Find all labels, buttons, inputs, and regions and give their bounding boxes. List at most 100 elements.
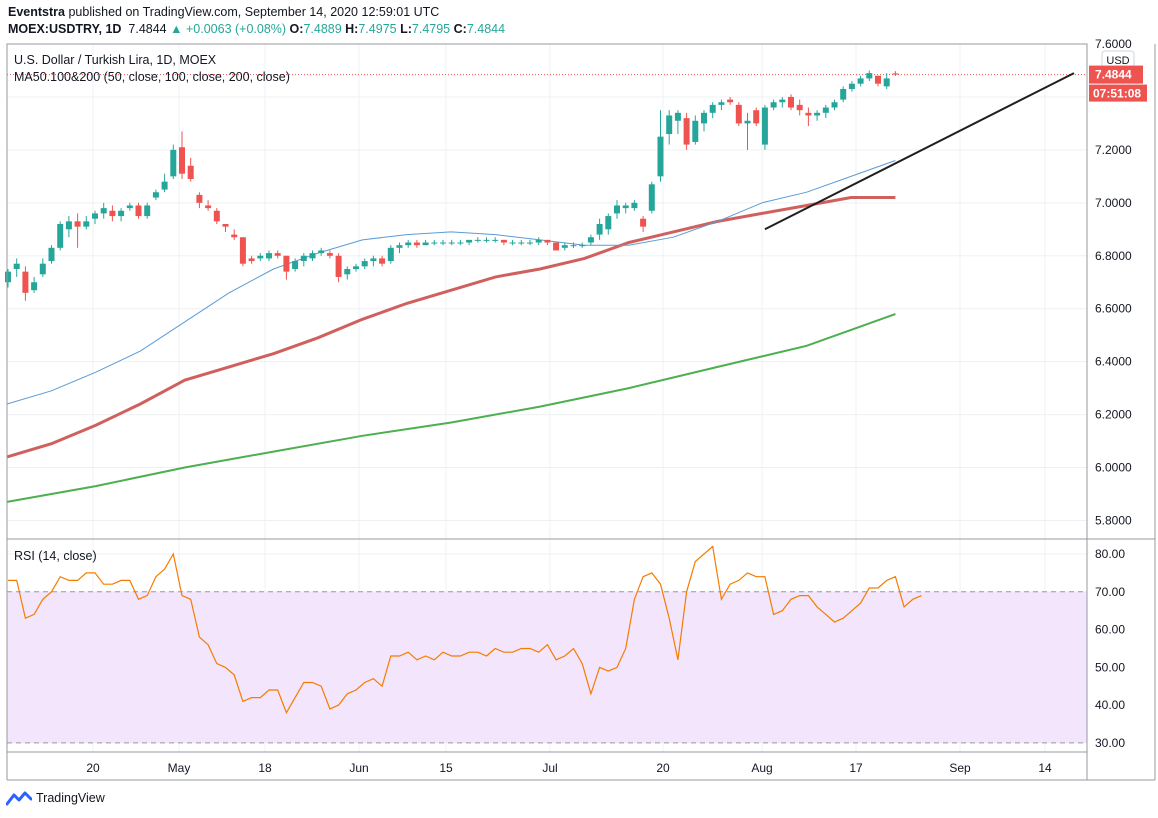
trendline xyxy=(764,72,1075,231)
candle-body xyxy=(796,104,803,111)
close-label: C: xyxy=(453,22,467,36)
candle-body xyxy=(535,239,542,243)
candle-body xyxy=(683,118,690,145)
tradingview-logo: TradingView xyxy=(6,790,105,806)
candle-body xyxy=(170,149,177,177)
candle-body xyxy=(805,112,812,116)
x-tick-label: Sep xyxy=(949,761,971,775)
candle-body xyxy=(457,242,464,244)
candle-body xyxy=(109,210,116,217)
candle-body xyxy=(518,242,525,244)
candle-body xyxy=(239,237,246,264)
candle-body xyxy=(205,205,212,209)
candle-body xyxy=(875,75,881,84)
candle-body xyxy=(527,242,533,244)
x-tick-label: 17 xyxy=(849,761,863,775)
candle-body xyxy=(727,99,734,103)
candle-body xyxy=(344,269,351,275)
low-value: 7.4795 xyxy=(411,22,451,36)
candle-body xyxy=(413,242,420,246)
ma200-line xyxy=(6,313,896,503)
candle-body xyxy=(892,73,899,75)
candle-body xyxy=(31,282,38,291)
candle-body xyxy=(405,242,412,246)
symbol-info: MOEX:USDTRY, 1D 7.4844 ▲ +0.0063 (+0.08%… xyxy=(8,22,505,36)
rsi-title: RSI (14, close) xyxy=(14,549,97,563)
candle-body xyxy=(587,237,594,243)
y-tick-label: 6.6000 xyxy=(1095,302,1132,316)
close-value: 7.4844 xyxy=(466,22,506,36)
x-tick-label: May xyxy=(168,761,191,775)
candle-body xyxy=(579,245,586,247)
rsi-tick-label: 30.00 xyxy=(1095,736,1125,750)
candle-body xyxy=(266,253,272,259)
candle-body xyxy=(257,255,264,259)
candle-body xyxy=(57,224,64,248)
candle-body xyxy=(22,271,29,293)
candle-body xyxy=(883,78,890,87)
last-price: 7.4844 xyxy=(128,22,167,36)
rsi-band xyxy=(7,591,1087,743)
candle-body xyxy=(318,250,325,254)
candle-body xyxy=(396,245,403,248)
y-tick-label: 7.0000 xyxy=(1095,196,1132,210)
candle-body xyxy=(701,112,707,124)
rsi-tick-label: 70.00 xyxy=(1095,585,1125,599)
y-tick-label: 6.4000 xyxy=(1095,355,1132,369)
candle-body xyxy=(353,266,359,269)
candle-body xyxy=(5,271,11,283)
last-price-label: 7.4844 xyxy=(1095,68,1132,82)
candle-body xyxy=(48,247,55,262)
candle-body xyxy=(379,258,386,264)
candle-body xyxy=(483,239,490,241)
candle-body xyxy=(631,202,638,209)
candle-body xyxy=(422,242,429,246)
candle-body xyxy=(544,239,551,243)
publisher-name: Eventstra xyxy=(8,5,65,19)
candle-body xyxy=(326,253,333,256)
currency-label: USD xyxy=(1106,55,1129,67)
candle-body xyxy=(692,120,699,142)
candle-body xyxy=(118,210,125,217)
candle-body xyxy=(387,247,394,262)
last-price-badge xyxy=(1089,65,1143,84)
x-tick-label: 15 xyxy=(439,761,453,775)
publish-info: Eventstra published on TradingView.com, … xyxy=(8,5,439,19)
rsi-tick-label: 80.00 xyxy=(1095,547,1125,561)
candle-body xyxy=(274,253,281,256)
ma50-line xyxy=(6,160,896,405)
candle-body xyxy=(761,107,768,145)
candle-body xyxy=(779,99,786,103)
candle-body xyxy=(187,165,194,179)
rsi-tick-label: 40.00 xyxy=(1095,698,1125,712)
candle-body xyxy=(866,73,873,79)
candle-body xyxy=(65,221,72,230)
candle-body xyxy=(657,136,664,177)
candle-body xyxy=(744,120,751,124)
y-tick-label: 6.8000 xyxy=(1095,249,1132,263)
price-change: +0.0063 (+0.08%) xyxy=(185,22,287,36)
candle-body xyxy=(39,263,46,275)
symbol: MOEX:USDTRY, 1D xyxy=(8,22,122,36)
candle-body xyxy=(466,239,473,243)
candle-body xyxy=(492,239,499,241)
candle-body xyxy=(335,255,342,277)
candle-body xyxy=(361,261,368,267)
candle-body xyxy=(13,263,20,269)
x-tick-label: Aug xyxy=(751,761,772,775)
candle-body xyxy=(509,242,516,244)
candle-body xyxy=(292,261,299,269)
candle-body xyxy=(674,112,681,121)
candle-body xyxy=(179,147,185,174)
candle-body xyxy=(857,78,864,84)
candle-body xyxy=(848,83,855,89)
candle-body xyxy=(440,242,446,244)
x-tick-label: 14 xyxy=(1038,761,1052,775)
countdown-label: 07:51:08 xyxy=(1093,87,1141,101)
publish-text: published on TradingView.com, September … xyxy=(68,5,440,19)
candle-body xyxy=(431,242,438,244)
candle-body xyxy=(300,255,307,262)
y-tick-label: 5.8000 xyxy=(1095,513,1132,527)
candle-body xyxy=(770,102,777,108)
